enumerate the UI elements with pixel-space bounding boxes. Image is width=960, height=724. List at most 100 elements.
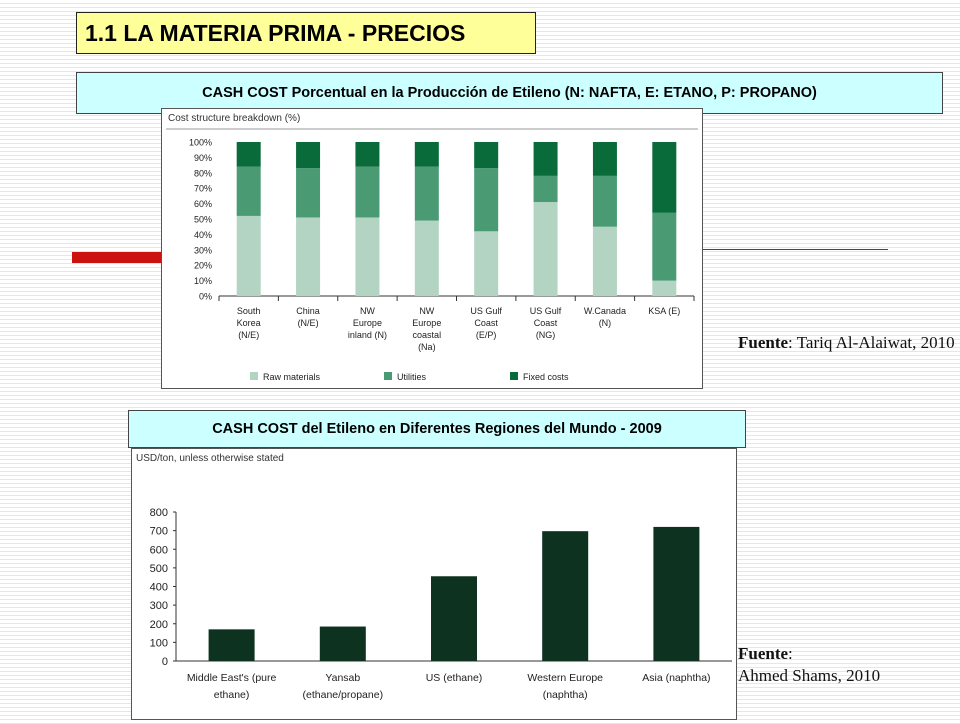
category-label: Coast [534, 318, 558, 328]
y-tick-label: 30% [194, 245, 212, 255]
stacked-bar-segment [296, 217, 321, 296]
cash-cost-chart: USD/ton, unless otherwise stated 0 100 200 3… [131, 448, 737, 720]
source-note-2: Fuente: Ahmed Shams, 2010 [738, 643, 958, 687]
stacked-bar-segment [533, 142, 558, 176]
stacked-bar-segment [236, 142, 261, 167]
y-tick-label: 80% [194, 168, 212, 178]
cash-cost-bar [208, 629, 255, 661]
cash-cost-bar [653, 526, 700, 661]
y-tick-label: 300 [150, 600, 168, 612]
y-tick-label: 50% [194, 215, 212, 225]
category-label: Asia (naphtha) [642, 672, 710, 684]
category-label: (E/P) [476, 330, 497, 340]
stacked-bar-segment [236, 166, 261, 216]
legend-swatch [384, 372, 392, 380]
source-2-author: Ahmed Shams, 2010 [738, 666, 881, 685]
stacked-bar-segment [592, 142, 617, 176]
category-label: Western Europe [527, 672, 603, 684]
stacked-bar-segment [296, 142, 321, 169]
y-tick-label: 70% [194, 184, 212, 194]
source-note-1: Fuente: Tariq Al-Alaiwat, 2010 [738, 332, 958, 354]
cash-cost-banner: CASH COST del Etileno en Diferentes Regi… [128, 410, 746, 448]
stacked-bar-segment [355, 142, 380, 167]
category-label: Middle East's (pure [187, 672, 277, 684]
stacked-bar-segment [414, 220, 439, 296]
category-label: US (ethane) [426, 672, 483, 684]
y-tick-label: 500 [150, 563, 168, 575]
category-label: coastal [413, 330, 442, 340]
red-accent-line [700, 249, 888, 250]
category-label: ethane) [214, 689, 250, 701]
stacked-bar-segment [592, 175, 617, 227]
cash-cost-chart-svg: USD/ton, unless otherwise stated 0 100 200 3… [136, 453, 732, 701]
legend-swatch [510, 372, 518, 380]
stacked-bar-segment [474, 168, 499, 232]
y-tick-label: 0% [199, 292, 212, 302]
y-tick-label: 100% [189, 138, 212, 148]
cash-cost-bar [431, 576, 477, 661]
legend-label: Utilities [397, 372, 427, 382]
category-label: Europe [353, 318, 382, 328]
category-label: NW [360, 306, 375, 316]
category-label: Coast [474, 318, 498, 328]
chart-2-title: USD/ton, unless otherwise stated [136, 453, 284, 464]
category-label: Yansab [325, 672, 360, 684]
cost-structure-chart: Cost structure breakdown (%) 0% 10% 20% 30% 4… [161, 108, 703, 389]
y-tick-label: 20% [194, 261, 212, 271]
category-label: (N/E) [238, 330, 259, 340]
source-1-text: : Tariq Al-Alaiwat, 2010 [788, 333, 955, 352]
stacked-bar-segment [533, 175, 558, 203]
slide-title: 1.1 LA MATERIA PRIMA - PRECIOS [76, 12, 536, 54]
category-label: (N/E) [298, 318, 319, 328]
stacked-bar-segment [592, 226, 617, 296]
cost-structure-chart-svg: Cost structure breakdown (%) 0% 10% 20% 30% 4… [166, 113, 698, 382]
stacked-bar-segment [652, 280, 677, 296]
cash-cost-bar [319, 626, 366, 661]
stacked-bar-segment [296, 168, 321, 218]
stacked-bar-segment [652, 142, 677, 213]
cost-structure-banner: CASH COST Porcentual en la Producción de… [76, 72, 943, 114]
category-label: Europe [412, 318, 441, 328]
stacked-bar-segment [533, 202, 558, 296]
y-tick-label: 0 [162, 656, 168, 668]
category-label: W.Canada [584, 306, 626, 316]
cash-cost-bar [542, 531, 589, 661]
category-label: (naphtha) [543, 689, 588, 701]
source-2-label: Fuente [738, 644, 789, 663]
y-tick-label: 90% [194, 153, 212, 163]
y-tick-label: 600 [150, 544, 168, 556]
category-label: US Gulf [530, 306, 562, 316]
category-label: KSA (E) [648, 306, 680, 316]
category-label: US Gulf [470, 306, 502, 316]
y-tick-label: 800 [150, 507, 168, 519]
category-label: Korea [237, 318, 261, 328]
source-2-colon: : [788, 644, 793, 663]
stacked-bar-segment [474, 142, 499, 169]
legend-label: Fixed costs [523, 372, 569, 382]
category-label: (NG) [536, 330, 556, 340]
y-tick-label: 40% [194, 230, 212, 240]
y-tick-label: 60% [194, 199, 212, 209]
category-label: South [237, 306, 261, 316]
legend-label: Raw materials [263, 372, 321, 382]
stacked-bar-segment [474, 231, 499, 296]
chart-1-title: Cost structure breakdown (%) [168, 113, 300, 124]
y-tick-label: 400 [150, 582, 168, 594]
category-label: China [296, 306, 320, 316]
category-label: (ethane/propane) [303, 689, 384, 701]
y-tick-label: 700 [150, 526, 168, 538]
category-label: inland (N) [348, 330, 387, 340]
y-tick-label: 10% [194, 276, 212, 286]
stacked-bar-segment [414, 166, 439, 221]
stacked-bar-segment [652, 212, 677, 281]
stacked-bar-segment [414, 142, 439, 167]
category-label: (Na) [418, 342, 436, 352]
y-tick-label: 200 [150, 619, 168, 631]
category-label: (N) [599, 318, 612, 328]
category-label: NW [419, 306, 434, 316]
stacked-bar-segment [236, 215, 261, 296]
legend-swatch [250, 372, 258, 380]
y-tick-label: 100 [150, 637, 168, 649]
stacked-bar-segment [355, 166, 380, 218]
red-accent-bar [72, 252, 172, 263]
